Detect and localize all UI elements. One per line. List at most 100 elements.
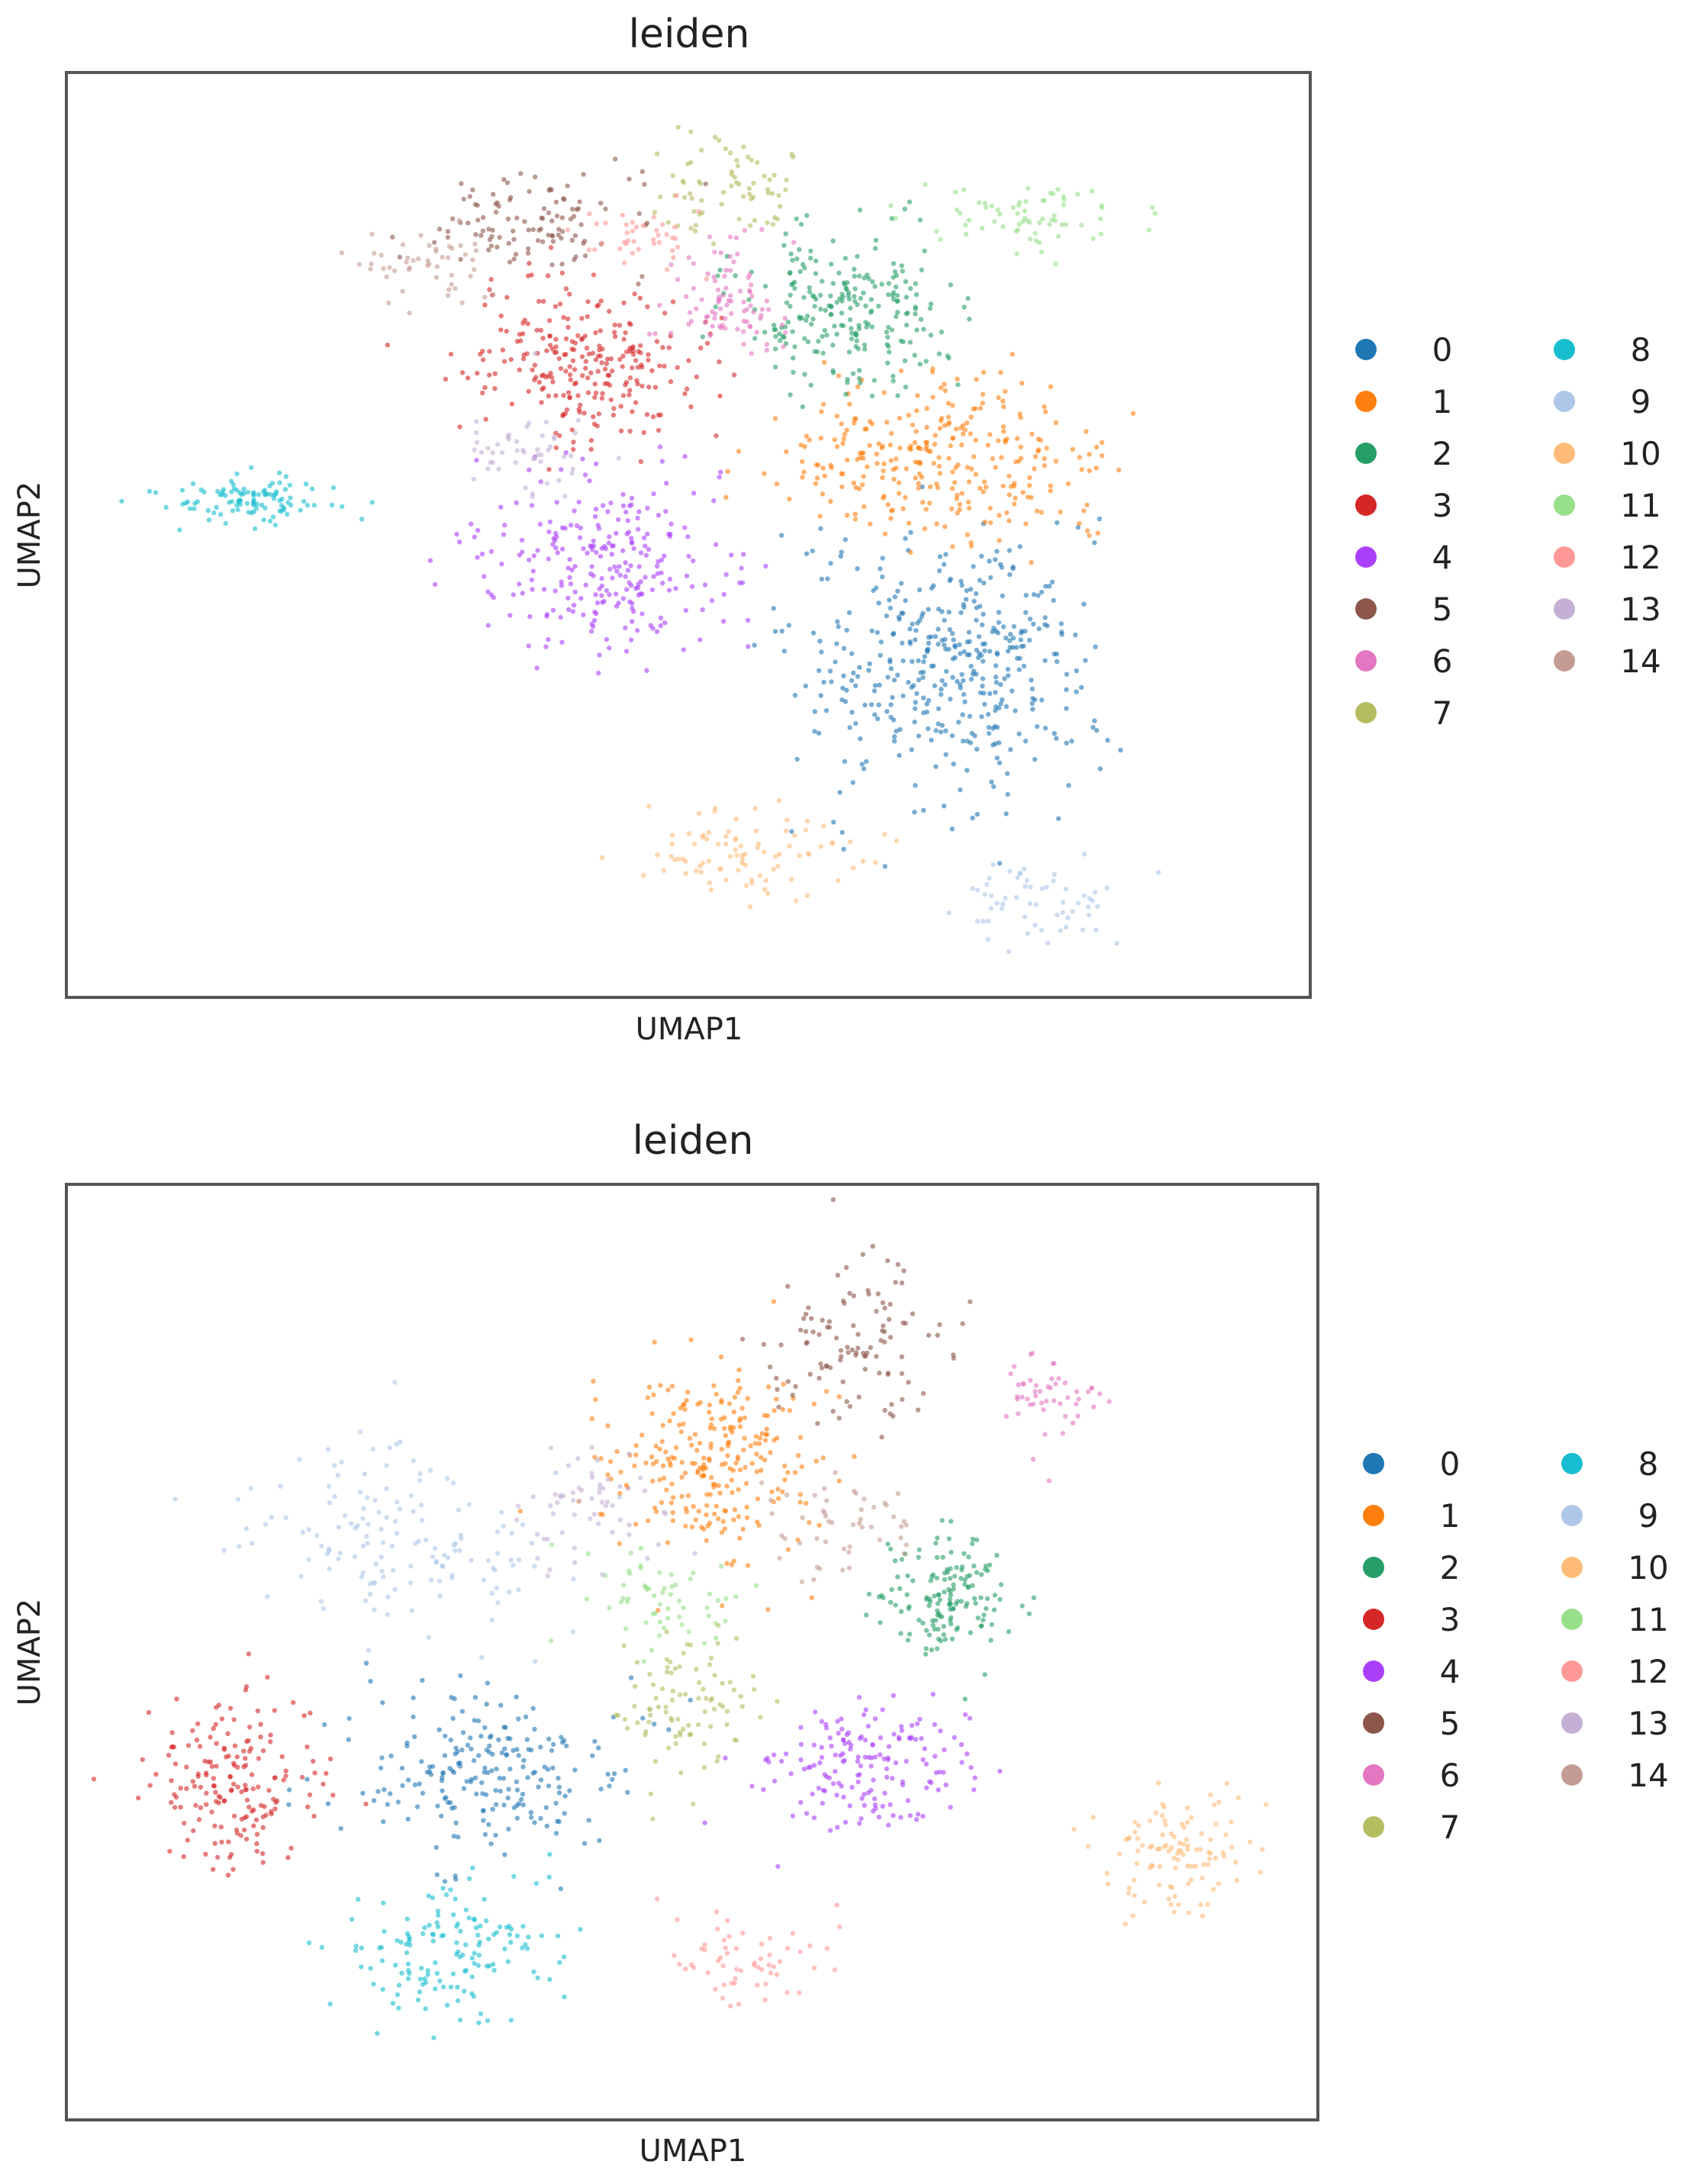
scatter-point [777, 1555, 782, 1561]
scatter-point [781, 1381, 786, 1387]
scatter-point [832, 324, 837, 329]
legend-marker [1561, 1557, 1583, 1578]
scatter-point [910, 1578, 916, 1583]
scatter-point [755, 841, 762, 846]
scatter-point [992, 1593, 998, 1598]
scatter-point [231, 1717, 237, 1722]
scatter-point [658, 1383, 663, 1388]
scatter-point [574, 523, 580, 529]
scatter-point [559, 261, 565, 267]
scatter-point [723, 878, 729, 883]
scatter-point [670, 173, 675, 179]
scatter-point [593, 592, 598, 598]
scatter-point [997, 760, 1003, 765]
scatter-point [556, 1784, 562, 1790]
scatter-point [772, 629, 778, 634]
scatter-point [502, 1746, 507, 1751]
scatter-point [673, 585, 678, 591]
scatter-point [527, 260, 532, 266]
scatter-point [792, 833, 797, 839]
scatter-point [740, 1526, 746, 1532]
scatter-point [920, 500, 926, 505]
scatter-point [878, 1620, 883, 1625]
scatter-point [281, 505, 287, 511]
scatter-point [838, 553, 844, 559]
scatter-point [211, 1783, 217, 1789]
scatter-point [432, 240, 437, 245]
scatter-point [688, 1697, 693, 1703]
scatter-point [661, 1625, 667, 1631]
scatter-point [653, 1509, 659, 1514]
scatter-point [939, 609, 945, 614]
scatter-point [559, 215, 565, 221]
scatter-point [534, 665, 540, 671]
scatter-point [434, 1970, 440, 1976]
scatter-point [153, 1771, 159, 1777]
scatter-point [908, 285, 913, 292]
scatter-point [567, 575, 572, 580]
scatter-point [605, 509, 610, 514]
scatter-point [662, 311, 668, 316]
legend-marker [1554, 443, 1575, 464]
scatter-point [864, 759, 869, 765]
scatter-point [1094, 728, 1100, 733]
scatter-point [980, 683, 985, 689]
scatter-point [578, 596, 584, 601]
scatter-point [1185, 1843, 1190, 1849]
scatter-point [516, 1753, 521, 1758]
scatter-point [1085, 1844, 1091, 1849]
scatter-point [1105, 737, 1110, 743]
scatter-point [1142, 1899, 1147, 1905]
scatter-point [1069, 739, 1074, 744]
scatter-point [514, 500, 519, 506]
cluster-2-points [864, 1518, 1037, 1702]
scatter-point [546, 636, 551, 643]
scatter-point [1004, 771, 1010, 776]
scatter-point [950, 469, 955, 475]
scatter-point [735, 1390, 741, 1395]
scatter-point [1026, 637, 1032, 643]
scatter-point [535, 1975, 540, 1981]
scatter-point [689, 584, 695, 589]
scatter-point [865, 464, 870, 469]
scatter-point [379, 1568, 385, 1574]
scatter-point [1064, 740, 1069, 746]
scatter-point [213, 1789, 218, 1795]
scatter-point [488, 1841, 494, 1847]
scatter-point [408, 1564, 414, 1569]
scatter-point [666, 1745, 672, 1751]
scatter-point [677, 1422, 682, 1428]
scatter-point [1025, 931, 1030, 936]
scatter-point [241, 486, 246, 491]
scatter-point [804, 818, 810, 824]
scatter-point [369, 500, 375, 505]
scatter-point [443, 1892, 449, 1898]
scatter-point [772, 416, 778, 421]
scatter-point [736, 182, 742, 187]
scatter-point [711, 1425, 717, 1432]
scatter-point [1197, 1847, 1203, 1852]
scatter-point [925, 649, 930, 655]
scatter-point [1026, 1611, 1032, 1616]
scatter-point [362, 1598, 369, 1603]
scatter-point [905, 1798, 911, 1803]
scatter-point [440, 1770, 446, 1776]
scatter-point [739, 1336, 746, 1342]
scatter-point [713, 542, 719, 547]
scatter-point [705, 1970, 710, 1976]
scatter-point [708, 1655, 714, 1661]
scatter-point [908, 443, 913, 449]
scatter-point [872, 1716, 878, 1722]
scatter-point [914, 327, 920, 333]
scatter-point [643, 1461, 649, 1466]
scatter-point [655, 852, 660, 858]
scatter-point [631, 239, 636, 244]
scatter-point [737, 1467, 743, 1473]
scatter-point [1016, 667, 1022, 672]
scatter-point [506, 240, 511, 246]
scatter-point [737, 1418, 742, 1423]
scatter-point [669, 1481, 675, 1487]
scatter-point [850, 1522, 856, 1528]
scatter-point [435, 1924, 441, 1929]
scatter-point [921, 327, 926, 332]
